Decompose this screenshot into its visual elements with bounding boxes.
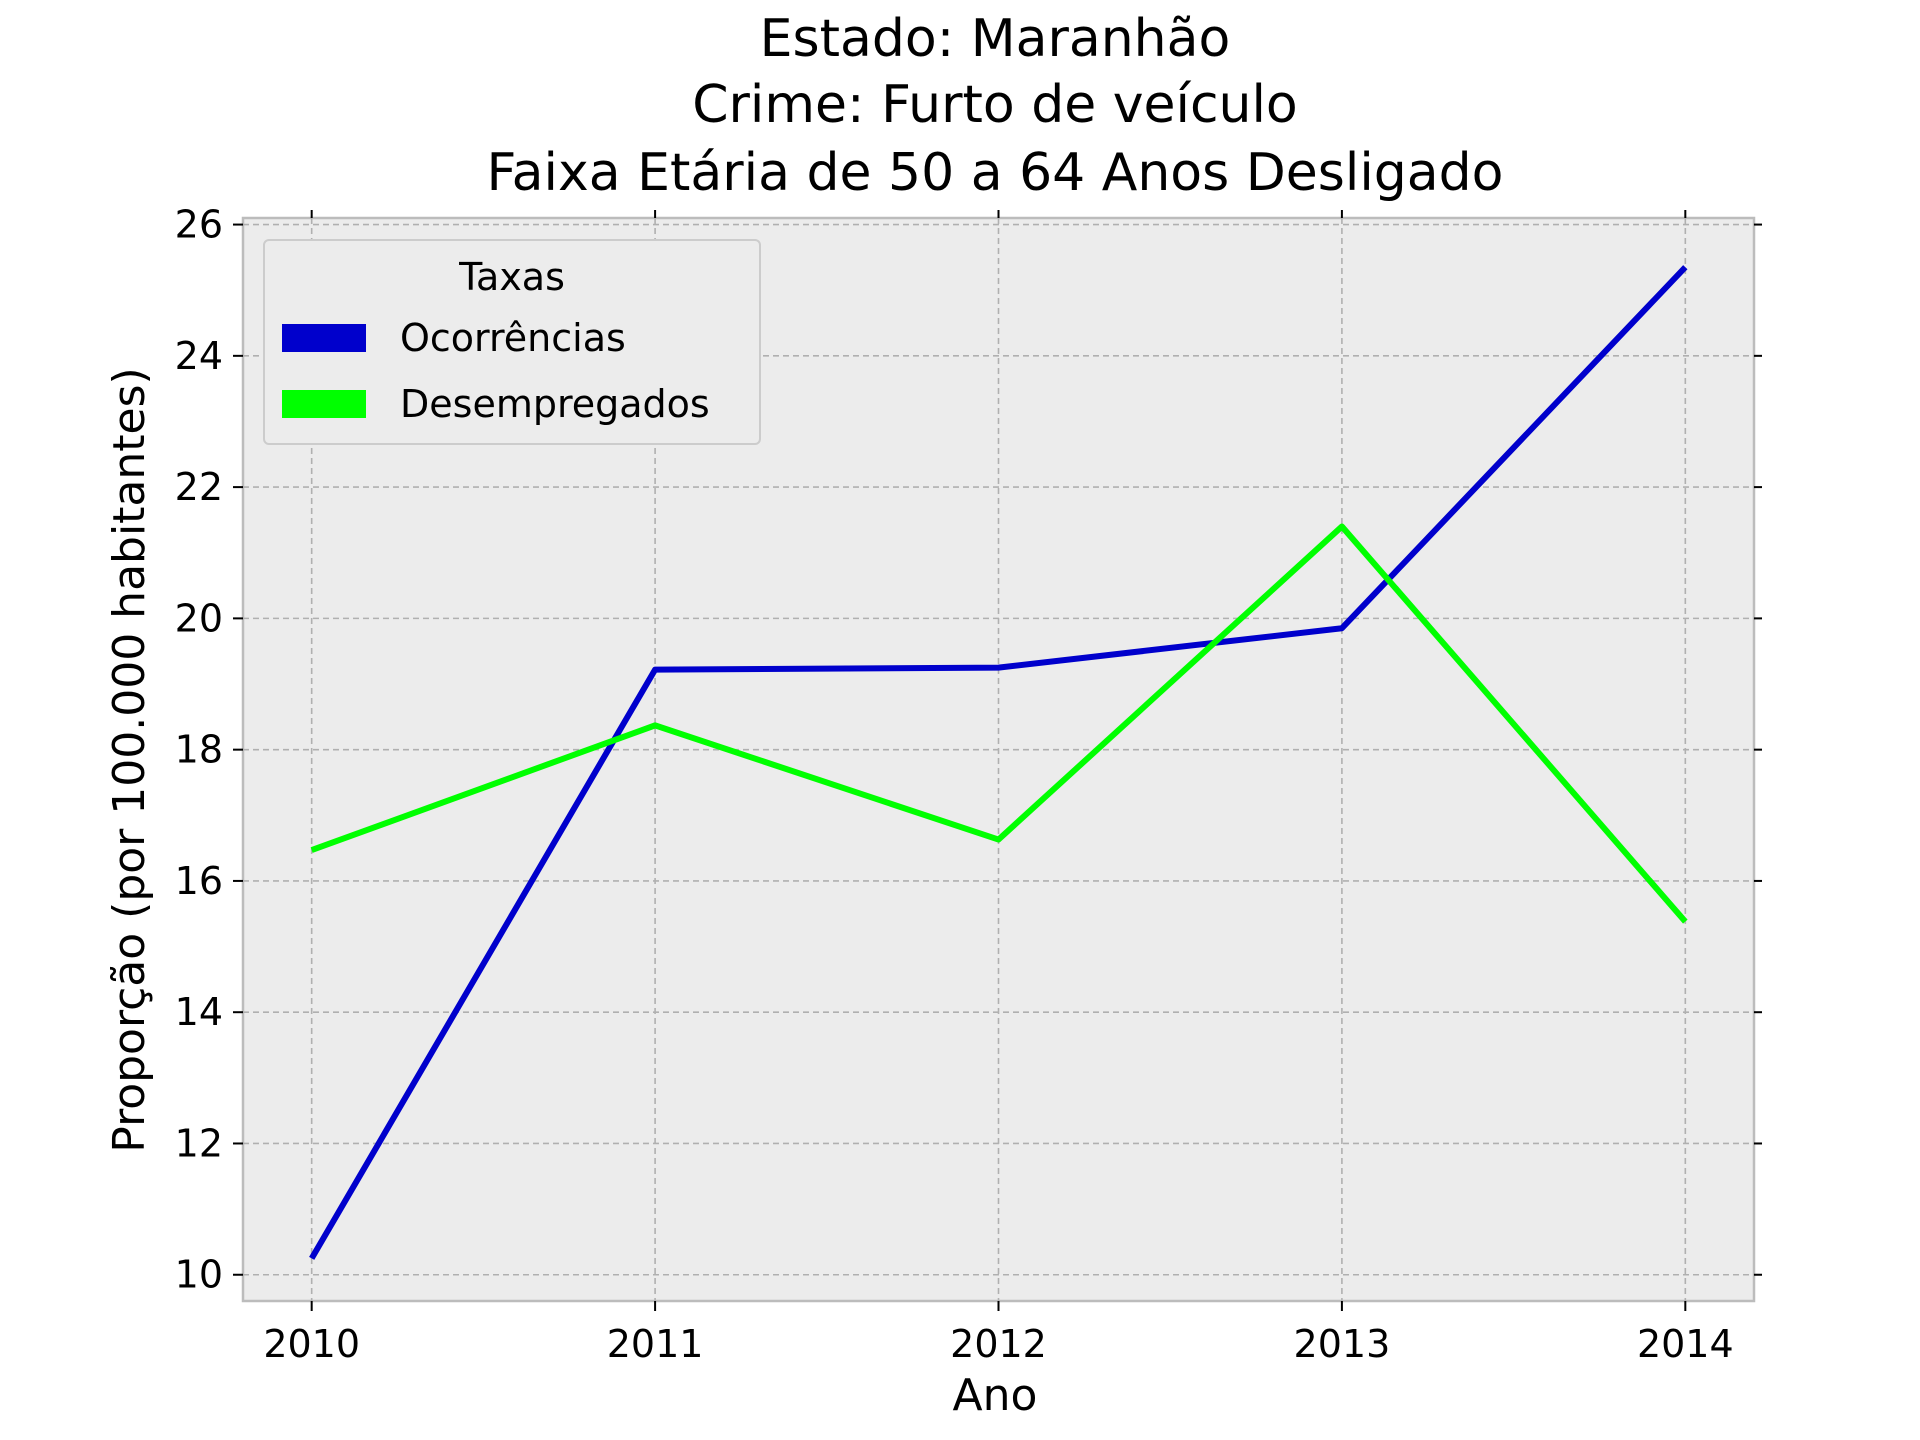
legend-swatch-ocorrencias [282,324,366,352]
x-tick-label: 2013 [1294,1322,1391,1366]
x-tick-label: 2011 [607,1322,704,1366]
legend: Taxas Ocorrências Desempregados [263,239,761,445]
legend-label-desempregados: Desempregados [400,382,710,426]
y-tick-label: 14 [175,990,223,1034]
y-tick-label: 12 [175,1121,223,1165]
y-tick-label: 22 [175,465,223,509]
y-tick-label: 24 [175,334,223,378]
axis-ticks: 2010 2011 2012 2013 2014 10 12 14 16 18 20 22 24 26 [175,203,1762,1366]
chart-title: Estado: Maranhão Crime: Furto de veículo… [487,9,1504,203]
title-line-3: Faixa Etária de 50 a 64 Anos Desligado [487,143,1504,203]
title-line-1: Estado: Maranhão [760,9,1231,69]
y-tick-label: 20 [175,596,223,640]
x-tick-label: 2010 [263,1322,360,1366]
series-lines [309,265,1688,1260]
x-axis-label: Ano [953,1370,1038,1421]
y-axis-label: Proporção (por 100.000 habitantes) [104,367,155,1152]
y-tick-label: 26 [175,203,223,247]
x-tick-label: 2012 [950,1322,1047,1366]
y-tick-label: 16 [175,859,223,903]
series-line-ocorrencias [309,265,1688,1260]
legend-label-ocorrencias: Ocorrências [400,316,626,360]
legend-swatch-desempregados [282,390,366,418]
series-line-desempregados [310,523,1688,924]
legend-title: Taxas [458,255,565,299]
y-tick-label: 18 [175,728,223,772]
x-tick-label: 2014 [1637,1322,1734,1366]
title-line-2: Crime: Furto de veículo [692,75,1298,135]
legend-box [263,239,761,445]
y-tick-label: 10 [175,1253,223,1297]
